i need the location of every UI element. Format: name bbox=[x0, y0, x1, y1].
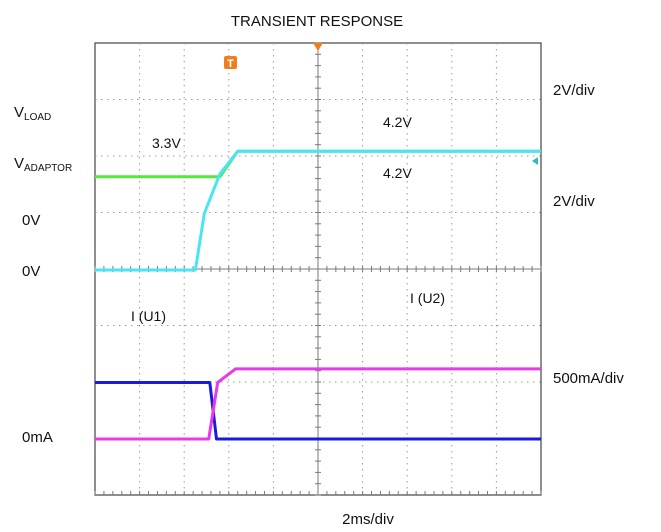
trigger-marker: T bbox=[224, 56, 237, 70]
vload-label-sub: LOAD bbox=[24, 112, 51, 123]
vload-label: VLOAD bbox=[14, 104, 51, 123]
vadaptor-label-prefix: V bbox=[14, 155, 24, 172]
chart-title: TRANSIENT RESPONSE bbox=[231, 13, 403, 30]
ch3-scale-label: 500mA/div bbox=[553, 370, 624, 387]
ch1-scale-label: 2V/div bbox=[553, 82, 595, 99]
vadaptor-end-annotation: 4.2V bbox=[383, 165, 412, 181]
vload-label-prefix: V bbox=[14, 104, 24, 121]
zero-ma-label: 0mA bbox=[22, 429, 53, 446]
zero-v-label-1: 0V bbox=[22, 212, 40, 229]
trigger-position-marker bbox=[313, 43, 323, 51]
iu2-annotation: I (U2) bbox=[410, 290, 445, 306]
vload-end-annotation: 4.2V bbox=[383, 114, 412, 130]
iu1-annotation: I (U1) bbox=[131, 308, 166, 324]
channel-offset-marker bbox=[532, 157, 538, 165]
trigger-marker-label: T bbox=[227, 58, 234, 70]
trace-vadaptor bbox=[95, 149, 541, 272]
vadaptor-label-sub: ADAPTOR bbox=[24, 163, 72, 174]
zero-v-label-2: 0V bbox=[22, 263, 40, 280]
vload-start-annotation: 3.3V bbox=[152, 135, 181, 151]
ch2-scale-label: 2V/div bbox=[553, 193, 595, 210]
vadaptor-label: VADAPTOR bbox=[14, 155, 72, 174]
traces bbox=[95, 149, 541, 441]
x-axis-label: 2ms/div bbox=[342, 511, 394, 528]
trace-i-u2 bbox=[95, 367, 541, 441]
